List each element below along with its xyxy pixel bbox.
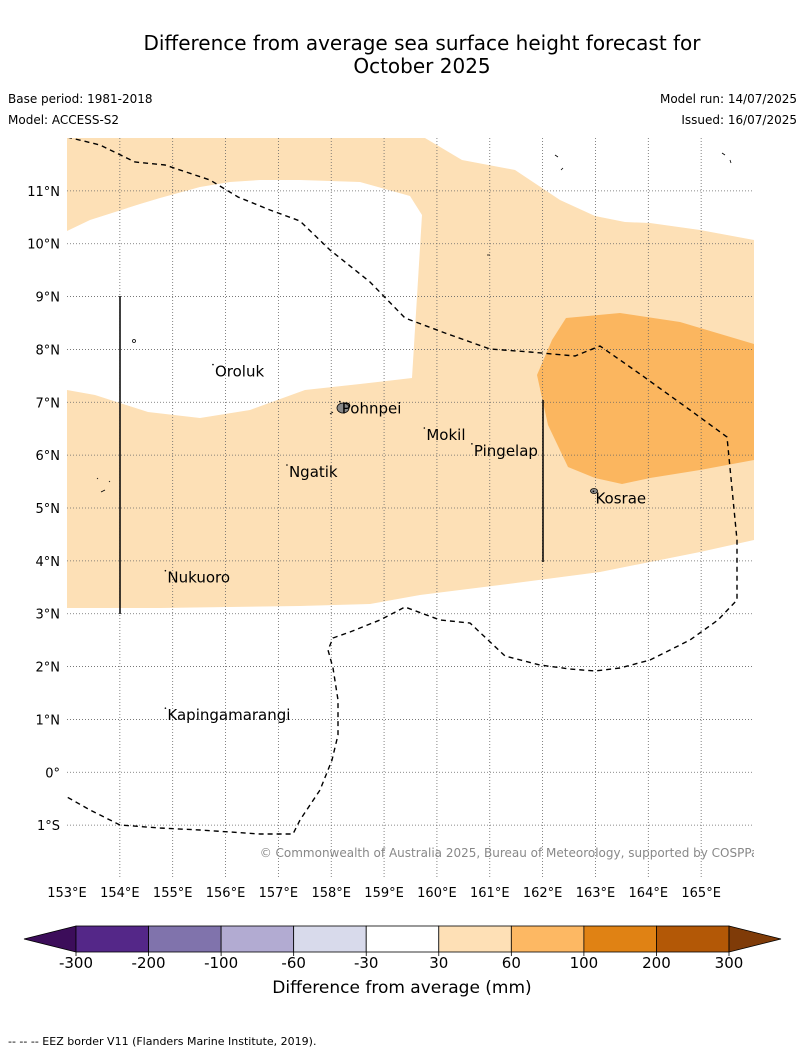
latitude-tick-label: 3°N xyxy=(36,608,61,623)
place-label-pohnpei: Pohnpei xyxy=(342,400,402,418)
small-island xyxy=(132,339,136,343)
colorbar-segment xyxy=(365,925,440,953)
longitude-tick-label: 158°E xyxy=(311,886,351,901)
issued-date: Issued: 16/07/2025 xyxy=(681,113,797,127)
colorbar-segment xyxy=(656,925,730,953)
longitude-tick-label: 157°E xyxy=(259,886,299,901)
colorbar-segment xyxy=(510,925,585,953)
colorbar-segment xyxy=(75,925,149,953)
place-label-ngatik: Ngatik xyxy=(289,463,338,481)
latitude-tick-label: 0° xyxy=(45,766,60,781)
place-marker xyxy=(164,569,167,572)
longitude-tick-label: 165°E xyxy=(681,886,721,901)
latitude-tick-label: 8°N xyxy=(36,343,61,358)
place-label-kosrae: Kosrae xyxy=(595,489,646,507)
place-marker xyxy=(339,400,341,403)
longitude-tick-label: 156°E xyxy=(206,886,246,901)
colorbar-tick-label: 100 xyxy=(570,954,599,972)
longitude-tick-label: 161°E xyxy=(470,886,510,901)
colorbar-tick-label: 60 xyxy=(502,954,521,972)
longitude-tick-label: 153°E xyxy=(47,886,87,901)
colorbar-segment xyxy=(148,925,222,953)
longitude-tick-label: 154°E xyxy=(100,886,140,901)
place-label-oroluk: Oroluk xyxy=(215,363,264,381)
small-island xyxy=(329,254,490,415)
longitude-tick-label: 164°E xyxy=(629,886,669,901)
colorbar-extend-high xyxy=(728,925,782,953)
map-title: Difference from average sea surface heig… xyxy=(0,32,804,78)
place-marker xyxy=(592,490,595,493)
base-period: Base period: 1981-2018 xyxy=(8,92,153,106)
colorbar-tick-label: 30 xyxy=(429,954,448,972)
latitude-tick-label: 11°N xyxy=(27,185,60,200)
latitude-tick-label: 4°N xyxy=(36,555,61,570)
latitude-tick-label: 9°N xyxy=(36,291,61,306)
latitude-tick-label: 10°N xyxy=(27,238,60,253)
longitude-tick-label: 159°E xyxy=(364,886,404,901)
place-label-pingelap: Pingelap xyxy=(474,442,538,460)
map-plot-area: Oroluk Pohnpei Mokil Pingelap Ngatik Kosrae Nu… xyxy=(67,138,765,878)
place-labels: Oroluk Pohnpei Mokil Pingelap Ngatik Kosrae Nu… xyxy=(164,363,646,724)
place-marker xyxy=(423,427,426,429)
copyright-notice: © Commonwealth of Australia 2025, Bureau… xyxy=(260,846,765,860)
colorbar-tick-label: -300 xyxy=(59,954,93,972)
small-island xyxy=(96,477,111,493)
latitude-tick-label: 7°N xyxy=(36,396,61,411)
eez-footnote: -- -- -- EEZ border V11 (Flanders Marine… xyxy=(8,1035,317,1048)
latitude-tick-label: 6°N xyxy=(36,449,61,464)
place-label-kapingamarangi: Kapingamarangi xyxy=(167,706,290,724)
latitude-tick-label: 2°N xyxy=(36,661,61,676)
place-label-nukuoro: Nukuoro xyxy=(167,569,230,587)
colorbar-tick-label: 300 xyxy=(715,954,744,972)
colorbar-segment xyxy=(583,925,657,953)
model-run: Model run: 14/07/2025 xyxy=(659,92,797,106)
map-grid xyxy=(67,138,754,878)
latitude-tick-label: 1°N xyxy=(36,713,61,728)
place-marker xyxy=(286,464,288,466)
colorbar-title: Difference from average (mm) xyxy=(272,978,532,998)
longitude-tick-label: 160°E xyxy=(417,886,457,901)
colorbar-segment xyxy=(438,925,512,953)
colorbar-tick-label: -100 xyxy=(204,954,238,972)
latitude-tick-label: 5°N xyxy=(36,502,61,517)
place-marker xyxy=(164,707,167,709)
model-name: Model: ACCESS-S2 xyxy=(8,113,120,127)
place-marker xyxy=(471,443,473,445)
colorbar-tick-label: -30 xyxy=(354,954,379,972)
colorbar-segment xyxy=(220,925,295,953)
eez-border-line xyxy=(67,138,738,835)
longitude-tick-label: 155°E xyxy=(153,886,193,901)
colorbar-tick-labels: -300 -200 -100 -60 -30 30 60 100 200 300 xyxy=(59,952,743,972)
place-label-mokil: Mokil xyxy=(426,426,465,444)
pohnpei-island xyxy=(336,402,350,414)
colorbar-tick-label: -60 xyxy=(281,954,306,972)
latitude-tick-label: 1°S xyxy=(37,819,60,834)
title-line-2: October 2025 xyxy=(353,54,491,78)
place-marker xyxy=(212,363,214,366)
colorbar-segment xyxy=(293,925,367,953)
title-line-1: Difference from average sea surface heig… xyxy=(143,31,701,55)
colorbar-extend-low xyxy=(23,925,77,953)
small-island xyxy=(554,152,732,171)
sea-level-map: Oroluk Pohnpei Mokil Pingelap Ngatik Kosrae Nu… xyxy=(23,138,782,972)
colorbar xyxy=(23,925,782,953)
longitude-labels: 153°E 154°E 155°E 156°E 157°E 158°E 159°E 160°E… xyxy=(47,886,721,901)
longitude-tick-label: 163°E xyxy=(576,886,616,901)
anomaly-region-30-60 xyxy=(67,138,754,608)
longitude-tick-label: 162°E xyxy=(523,886,563,901)
colorbar-tick-label: -200 xyxy=(132,954,166,972)
colorbar-tick-label: 200 xyxy=(642,954,671,972)
latitude-labels: 11°N 10°N 9°N 8°N 7°N 6°N 5°N 4°N 3°N 2°N 1°N 0° 1°S xyxy=(27,185,60,834)
anomaly-region-60-100 xyxy=(537,313,754,484)
